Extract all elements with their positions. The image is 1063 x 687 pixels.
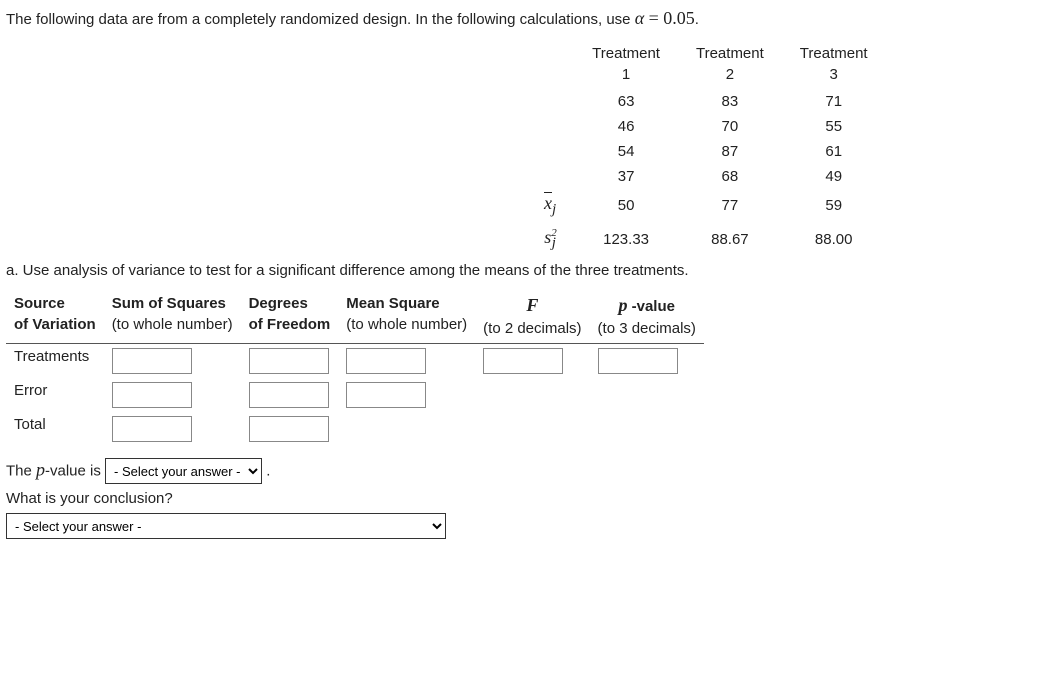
intro-prefix: The following data are from a completely…	[6, 11, 635, 28]
header-p: p -value(to 3 decimals)	[590, 289, 704, 344]
header-df: Degreesof Freedom	[241, 289, 339, 344]
error-ms-input[interactable]	[346, 382, 426, 408]
anova-row-treatments: Treatments	[6, 344, 704, 379]
pvalue-select[interactable]: - Select your answer -	[105, 458, 262, 484]
col-header: Treatment1	[574, 39, 678, 89]
treatments-f-input[interactable]	[483, 348, 563, 374]
alpha-eq: = 0.05	[644, 8, 695, 28]
error-df-input[interactable]	[249, 382, 329, 408]
treatment-data-table: Treatment1 Treatment2 Treatment3 638371 …	[526, 39, 886, 256]
anova-row-error: Error	[6, 378, 704, 412]
table-row: 638371	[526, 89, 886, 114]
alpha-symbol: α	[635, 8, 644, 28]
intro-text: The following data are from a completely…	[6, 8, 1057, 29]
error-ss-input[interactable]	[112, 382, 192, 408]
intro-period: .	[695, 11, 699, 28]
anova-table: Sourceof Variation Sum of Squares(to who…	[6, 289, 704, 446]
col-header: Treatment3	[782, 39, 886, 89]
treatments-p-input[interactable]	[598, 348, 678, 374]
header-f: F(to 2 decimals)	[475, 289, 589, 344]
conclusion-question: What is your conclusion?	[6, 490, 1057, 507]
table-row: 548761	[526, 139, 886, 164]
table-row: 376849	[526, 164, 886, 189]
treatments-df-input[interactable]	[249, 348, 329, 374]
pvalue-line: The p-value is - Select your answer - .	[6, 458, 1057, 484]
variance-row-label: s2j	[526, 223, 574, 257]
variance-row: s2j 123.3388.6788.00	[526, 223, 886, 257]
conclusion-select[interactable]: - Select your answer -	[6, 513, 446, 539]
col-header: Treatment2	[678, 39, 782, 89]
treatments-ms-input[interactable]	[346, 348, 426, 374]
header-ss: Sum of Squares(to whole number)	[104, 289, 241, 344]
mean-row: xj 507759	[526, 189, 886, 223]
mean-row-label: xj	[526, 189, 574, 223]
total-df-input[interactable]	[249, 416, 329, 442]
question-a: a. Use analysis of variance to test for …	[6, 262, 1057, 279]
table-row: 467055	[526, 114, 886, 139]
header-source: Sourceof Variation	[6, 289, 104, 344]
treatments-ss-input[interactable]	[112, 348, 192, 374]
header-ms: Mean Square(to whole number)	[338, 289, 475, 344]
total-ss-input[interactable]	[112, 416, 192, 442]
anova-row-total: Total	[6, 412, 704, 446]
